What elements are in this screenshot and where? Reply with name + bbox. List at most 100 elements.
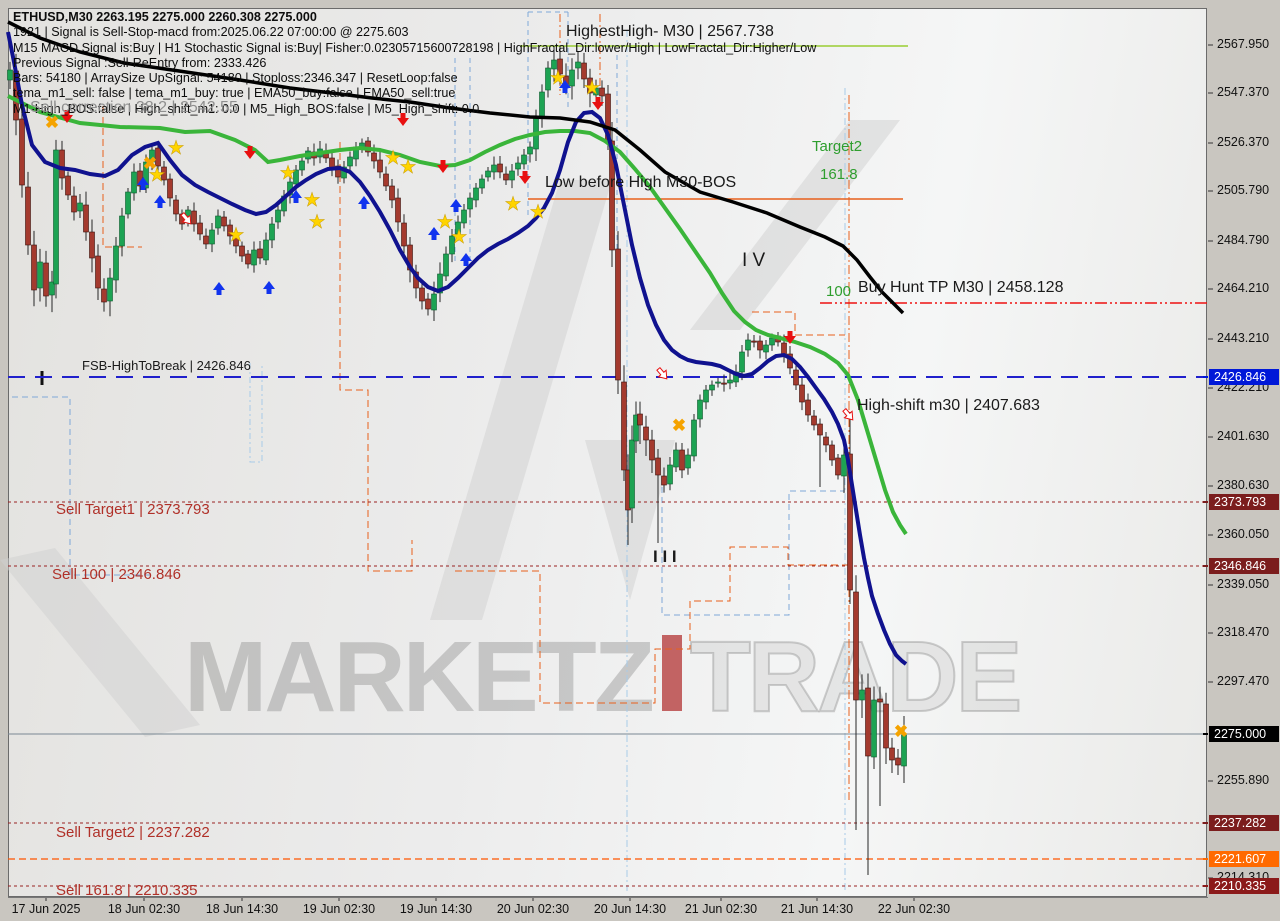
bear-candle	[811, 415, 817, 426]
bear-candle	[615, 248, 621, 381]
time-axis[interactable]: 17 Jun 2025 18 Jun 02:30 18 Jun 14:30 19 Ju…	[8, 897, 1208, 921]
bear-candle	[649, 439, 655, 461]
price-axis[interactable]: 2567.950 2547.370 2526.370 2505.790 2484.790…	[1209, 8, 1280, 897]
bull-candle	[745, 339, 751, 351]
bear-candle	[233, 237, 239, 247]
bear-candle	[101, 288, 107, 303]
bull-candle	[691, 419, 697, 457]
bull-candle	[263, 239, 269, 261]
time-tick-label: 20 Jun 02:30	[496, 902, 570, 916]
bull-candle	[715, 381, 721, 384]
bear-candle	[419, 287, 425, 302]
bull-candle	[841, 454, 847, 477]
bull-candle	[215, 215, 221, 229]
sell-arrow-icon	[397, 113, 409, 126]
bear-candle	[203, 235, 209, 245]
shift-arrow-icon	[842, 407, 854, 421]
aux-line	[752, 311, 845, 336]
time-tick-label: 19 Jun 14:30	[399, 902, 473, 916]
bull-candle	[515, 162, 521, 170]
bull-candle	[633, 414, 639, 442]
buy-arrow-icon	[137, 177, 149, 190]
bear-candle	[793, 369, 799, 386]
bull-candle	[479, 178, 485, 189]
ma-blue	[6, 31, 908, 666]
time-tick-label: 21 Jun 02:30	[684, 902, 758, 916]
star-signal-icon: ★	[167, 138, 184, 159]
logo-shape	[0, 548, 200, 737]
level-lines	[8, 45, 1208, 887]
bear-candle	[643, 426, 649, 441]
bear-candle	[655, 457, 661, 476]
bear-candle	[721, 382, 727, 385]
bull-candle	[107, 277, 113, 302]
bull-candle	[593, 87, 599, 96]
price-level-badge: 2210.335	[1209, 878, 1279, 894]
bear-candle	[805, 399, 811, 416]
bull-candle	[685, 454, 691, 469]
bear-candle	[95, 255, 101, 289]
aux-line	[102, 106, 142, 248]
bear-candle	[817, 423, 823, 436]
bull-candle	[769, 337, 775, 346]
buy-arrow-icon	[450, 199, 462, 212]
chart-canvas[interactable]: MARKETZTRADE	[8, 8, 1207, 897]
buy-arrow-icon	[460, 253, 472, 266]
time-tick-label: 18 Jun 14:30	[205, 902, 279, 916]
bull-candle	[739, 351, 745, 373]
bull-candle	[449, 235, 455, 255]
time-tick-label: 20 Jun 14:30	[593, 902, 667, 916]
bear-candle	[395, 197, 401, 223]
price-tick-label: 2339.050	[1217, 577, 1270, 591]
bear-candle	[637, 413, 643, 426]
bull-candle	[113, 245, 119, 281]
moving-averages	[6, 20, 908, 666]
star-signal-icon: ★	[279, 163, 296, 184]
time-tick-label: 18 Jun 02:30	[107, 902, 181, 916]
price-tick-label: 2255.890	[1217, 773, 1270, 787]
tema-x-icon: ✖	[894, 722, 908, 741]
tema-x-icon: ✖	[143, 154, 157, 173]
bear-candle	[865, 687, 871, 757]
buy-arrow-icon	[428, 227, 440, 240]
bull-candle	[521, 154, 527, 165]
bear-candle	[503, 173, 509, 181]
bull-candle	[527, 146, 533, 155]
bull-candle	[49, 281, 55, 296]
bear-candle	[65, 175, 71, 196]
price-tick-label: 2380.630	[1217, 478, 1270, 492]
watermark-logo	[0, 120, 900, 737]
bear-candle	[173, 199, 179, 215]
bear-candle	[889, 747, 895, 761]
bear-candle	[847, 453, 853, 591]
bear-candle	[161, 166, 167, 181]
bear-candle	[25, 186, 31, 246]
bear-candle	[621, 381, 627, 471]
price-level-badge: 2237.282	[1209, 815, 1279, 831]
bear-candle	[19, 118, 25, 186]
bull-candle	[667, 464, 673, 485]
bear-candle	[823, 436, 829, 446]
logo-shape	[430, 180, 612, 620]
bull-candle	[77, 202, 83, 212]
buy-arrow-icon	[358, 196, 370, 209]
bear-candle	[155, 147, 161, 167]
bear-candle	[609, 140, 615, 251]
star-signal-icon: ★	[583, 78, 600, 99]
bear-candle	[329, 157, 335, 169]
shift-arrow-icon	[656, 366, 668, 380]
bear-candle	[31, 244, 37, 291]
bear-candle	[835, 457, 841, 476]
bear-candle	[389, 185, 395, 201]
star-signal-icon: ★	[399, 157, 416, 178]
bull-candle	[299, 160, 305, 171]
signal-markers: ★★★★★★★★★★★ ★★ ★✖✖✖✖	[45, 68, 908, 741]
bear-candle	[679, 449, 685, 471]
bear-candle	[89, 231, 95, 259]
bear-candle	[71, 195, 77, 213]
time-tick-label: 22 Jun 02:30	[877, 902, 951, 916]
bear-candle	[425, 298, 431, 310]
bull-candle	[763, 344, 769, 353]
